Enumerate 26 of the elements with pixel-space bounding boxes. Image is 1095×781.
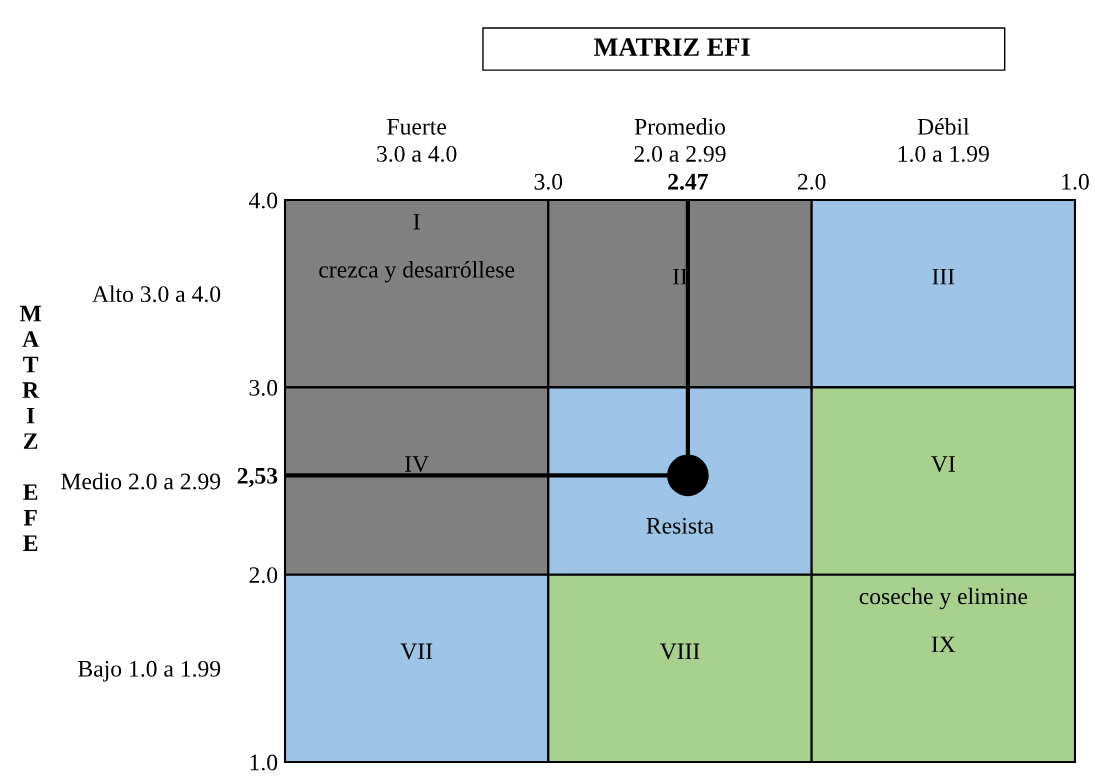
text: MATRIZ EFE	[19, 305, 42, 551]
x-tick-label: 3.0	[534, 173, 563, 190]
text: VIII	[659, 643, 700, 660]
y-tick-label: 2,53	[237, 467, 278, 488]
text: III	[932, 268, 955, 285]
category-label: Bajo 1.0 a 1.99	[78, 660, 221, 682]
y-tick-label: 1.0	[250, 754, 278, 771]
text: VI	[931, 456, 955, 473]
text: I crezca y desarróllese	[319, 213, 515, 283]
text: Resista	[646, 517, 714, 534]
category-label: Alto 3.0 a 4.0	[92, 285, 221, 303]
y-tick-label: 4.0	[249, 192, 278, 209]
category-label: Medio 2.0 a 2.99	[61, 472, 221, 490]
category-label: Promedio 2.0 a 2.99	[634, 118, 726, 162]
text: II	[672, 268, 688, 285]
x-tick-label: 2.0	[797, 173, 826, 190]
text: coseche y elimine IX	[859, 587, 1028, 653]
y-tick-label: 3.0	[249, 379, 278, 396]
x-axis-title: MATRIZ EFI	[593, 38, 750, 56]
text: IV	[405, 456, 429, 473]
x-tick-label: 1.0	[1062, 173, 1089, 190]
category-label: Fuerte 3.0 a 4.0	[377, 119, 457, 162]
category-label: Débil 1.0 a 1.99	[898, 118, 989, 162]
text: VII	[400, 643, 433, 660]
y-tick-label: 2.0	[249, 567, 278, 584]
x-tick-label: 2.47	[668, 173, 708, 190]
